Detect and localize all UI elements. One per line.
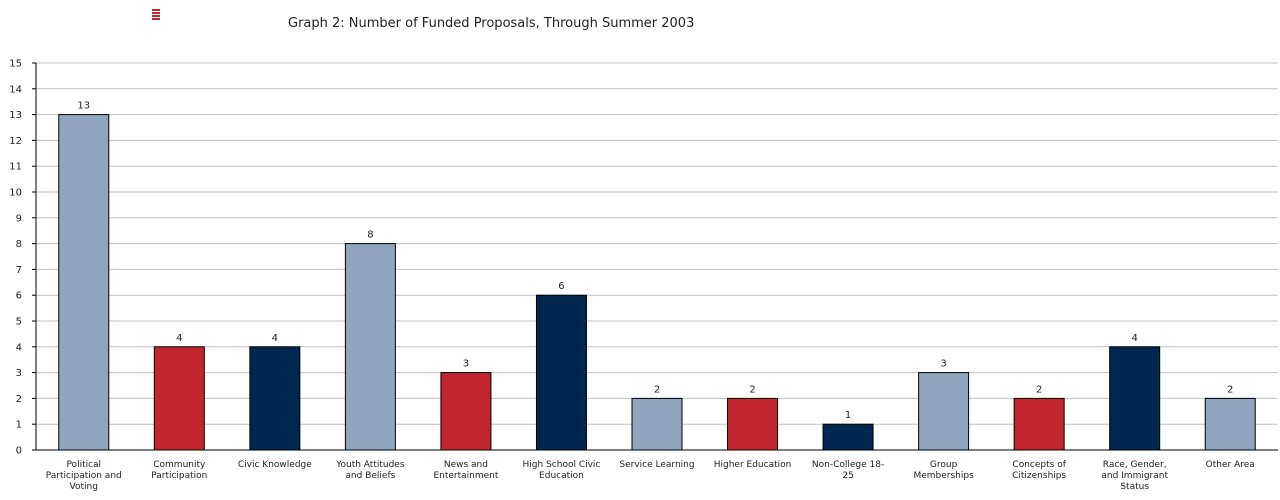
data-label: 1: [845, 410, 851, 421]
bar: [727, 397, 779, 451]
x-tick-label: Civic Knowledge: [238, 460, 312, 470]
y-tick-label: 0: [16, 446, 22, 457]
bar: [58, 114, 110, 451]
x-tick-label: 25: [842, 471, 853, 481]
x-tick-label: Entertainment: [433, 471, 498, 481]
data-label: 3: [940, 359, 946, 370]
bar: [535, 294, 587, 451]
bar: [918, 372, 970, 451]
x-tick-label: Status: [1120, 482, 1149, 492]
x-tick-label: Group: [930, 460, 958, 470]
x-tick-label: Concepts of: [1012, 460, 1066, 470]
x-tick-label: High School Civic: [523, 460, 601, 470]
x-tick-label: Education: [539, 471, 584, 481]
y-tick-label: 1: [16, 420, 22, 431]
x-tick-label: Service Learning: [619, 460, 694, 470]
x-tick-label: Non-College 18-: [812, 460, 884, 470]
y-tick-label: 6: [16, 291, 22, 302]
x-tick-label: Race, Gender,: [1103, 460, 1167, 470]
y-tick-label: 8: [16, 239, 22, 250]
data-label: 3: [463, 359, 469, 370]
y-tick-label: 2: [16, 394, 22, 405]
data-label: 2: [1227, 384, 1233, 395]
x-tick-label: Community: [153, 460, 206, 470]
bar: [1109, 346, 1161, 451]
x-tick-label: Youth Attitudes: [335, 460, 405, 470]
data-label: 2: [749, 384, 755, 395]
bar: [153, 346, 205, 451]
bar: [822, 423, 874, 451]
x-tick-label: and Beliefs: [345, 471, 395, 481]
data-label: 2: [654, 384, 660, 395]
x-tick-label: Other Area: [1206, 460, 1255, 470]
chart-title: Graph 2: Number of Funded Proposals, Thr…: [288, 16, 695, 31]
y-tick-label: 12: [9, 136, 22, 147]
x-tick-label: News and: [444, 460, 488, 470]
bar: [440, 372, 492, 451]
y-tick-label: 3: [16, 368, 22, 379]
y-tick-label: 4: [16, 342, 22, 353]
y-tick-label: 13: [9, 110, 22, 121]
x-tick-label: Political: [66, 460, 101, 470]
bar: [1204, 397, 1256, 451]
data-label: 4: [1132, 333, 1138, 344]
x-tick-label: and Immigrant: [1101, 471, 1168, 481]
bar: [1013, 397, 1065, 451]
data-label: 2: [1036, 384, 1042, 395]
y-tick-label: 9: [16, 213, 22, 224]
x-tick-label: Memberships: [913, 471, 974, 481]
data-label: 8: [367, 230, 373, 241]
logo-icon: [152, 9, 160, 20]
bar: [249, 346, 301, 451]
x-tick-label: Participation: [151, 471, 207, 481]
y-tick-label: 7: [16, 265, 22, 276]
bar: [631, 397, 683, 451]
bar: [344, 243, 396, 451]
y-tick-label: 10: [9, 188, 22, 199]
data-label: 6: [558, 281, 564, 292]
y-tick-label: 14: [9, 84, 22, 95]
y-tick-label: 15: [9, 59, 22, 70]
x-tick-label: Higher Education: [714, 460, 792, 470]
data-label: 4: [272, 333, 278, 344]
data-label: 4: [176, 333, 182, 344]
y-tick-label: 11: [9, 162, 22, 173]
x-tick-label: Participation and: [46, 471, 122, 481]
x-tick-label: Voting: [70, 482, 98, 492]
data-label: 13: [77, 101, 90, 112]
y-tick-label: 5: [16, 317, 22, 328]
x-tick-label: Citizenships: [1012, 471, 1066, 481]
